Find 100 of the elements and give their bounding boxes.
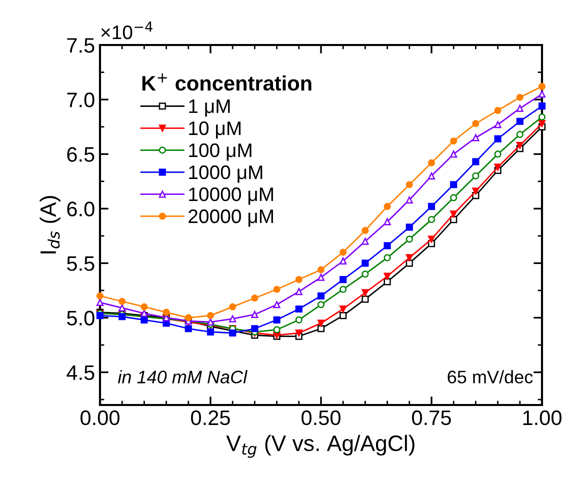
x-tick-label: 0.75 [412, 410, 451, 426]
point [362, 296, 369, 303]
legend-label: 10000 μM [189, 187, 273, 205]
point [494, 121, 502, 128]
point [384, 278, 391, 286]
x-tick-label: 0.00 [80, 410, 120, 426]
legend-label: 100 μM [189, 143, 252, 161]
point [317, 325, 325, 332]
point [428, 159, 436, 166]
point [406, 196, 413, 204]
legend-label: 1000 μM [189, 165, 262, 183]
point [206, 312, 214, 320]
point [362, 270, 369, 278]
point [317, 301, 325, 308]
point [184, 314, 192, 322]
point [340, 286, 347, 293]
point [184, 325, 192, 332]
point [340, 257, 347, 265]
point [406, 236, 413, 243]
x-tick-label: 1.00 [523, 410, 562, 426]
point [273, 286, 280, 293]
y-tick-label: 4.5 [66, 365, 94, 380]
point [295, 329, 302, 337]
point [295, 316, 302, 324]
point [317, 292, 325, 300]
point [251, 325, 258, 332]
point [384, 218, 391, 226]
point [494, 150, 502, 158]
point [273, 316, 280, 324]
point [538, 113, 546, 121]
annotation: in 140 mM NaCl [118, 370, 248, 384]
point [428, 216, 436, 224]
point [340, 312, 347, 320]
point [516, 94, 524, 101]
x-tick-label: 0.25 [191, 410, 230, 426]
point [406, 254, 413, 262]
legend-title: K$^{+}$ concentration [142, 73, 312, 91]
point [229, 329, 236, 337]
point [229, 303, 236, 310]
point [450, 194, 458, 202]
point [472, 120, 480, 128]
point [494, 135, 502, 142]
y-tick-label: 6.5 [67, 147, 94, 162]
point [295, 305, 302, 313]
point [140, 303, 148, 310]
point [428, 172, 436, 180]
annotation: 65 mV/dec [448, 370, 533, 384]
point [295, 288, 302, 296]
point [118, 304, 126, 312]
y-axis-title: I$_{ds}$ (A) [40, 196, 60, 254]
point [384, 242, 391, 250]
point [450, 181, 458, 188]
point [362, 226, 369, 234]
point [96, 312, 104, 320]
y-tick-label: 5.5 [67, 256, 94, 271]
x-axis-title: V$_{tg}$ (V vs. Ag/AgCl) [226, 434, 414, 458]
point [317, 266, 325, 274]
point [450, 137, 458, 145]
point [340, 276, 347, 284]
point [428, 236, 436, 243]
y-tick-label: 5.0 [67, 310, 94, 326]
point [362, 260, 369, 267]
point [494, 164, 502, 171]
point [472, 158, 480, 166]
point [273, 326, 280, 334]
point [450, 210, 458, 218]
point [340, 305, 347, 313]
point [273, 301, 280, 308]
point [340, 248, 347, 256]
point [317, 320, 325, 327]
point [317, 274, 325, 281]
point [206, 328, 214, 336]
point [229, 315, 236, 322]
point [251, 310, 258, 318]
point [538, 102, 546, 110]
point [295, 276, 302, 284]
point [140, 310, 148, 317]
point [406, 181, 413, 188]
point [516, 130, 524, 138]
point [472, 188, 480, 195]
point [118, 313, 126, 320]
point [428, 202, 436, 210]
point [494, 106, 502, 114]
point [362, 289, 369, 296]
y-tick-label: 7.5 [67, 38, 94, 53]
point [516, 104, 524, 112]
point [384, 202, 391, 210]
point [140, 316, 148, 324]
y-tick-label: 7.0 [67, 92, 94, 108]
point [472, 172, 480, 180]
point [96, 292, 104, 300]
point [450, 150, 458, 158]
point [384, 254, 391, 262]
point [538, 82, 546, 90]
point [406, 260, 413, 267]
point [538, 90, 546, 98]
point [162, 308, 170, 316]
point [406, 224, 413, 231]
point [362, 238, 369, 245]
point [384, 272, 391, 280]
